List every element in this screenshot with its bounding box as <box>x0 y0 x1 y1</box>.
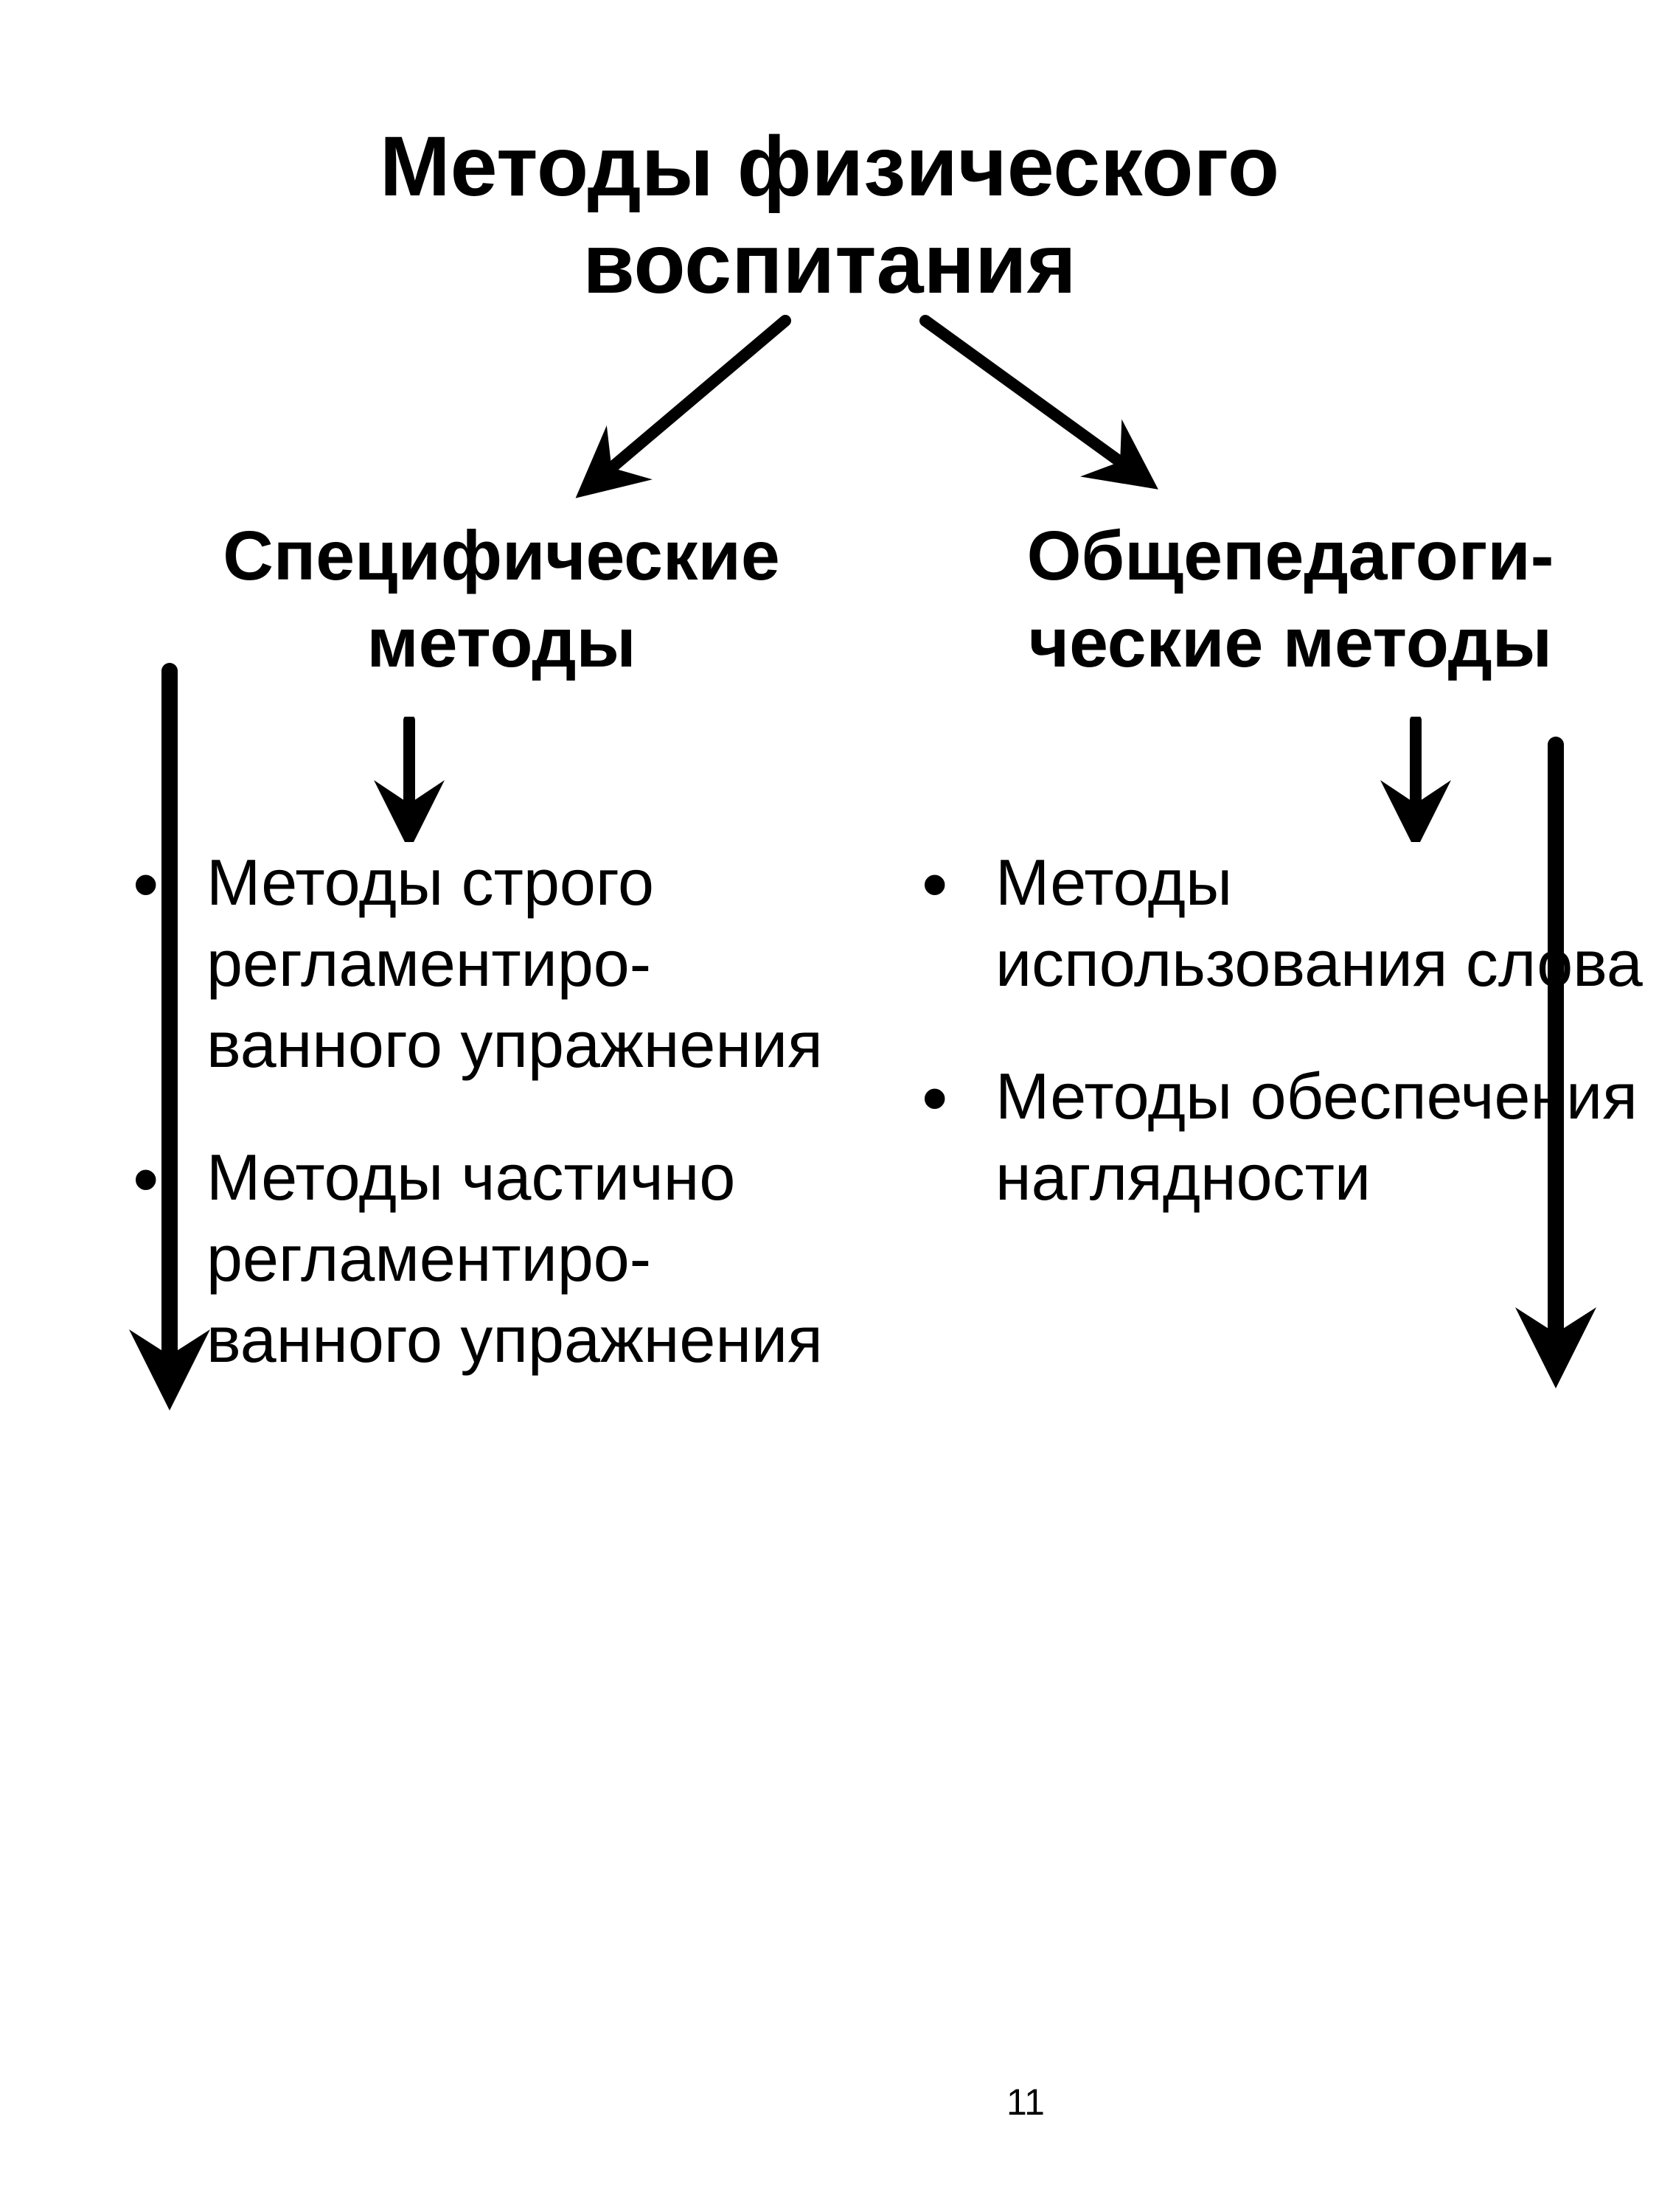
right-items: Методы использования слова Методы обеспе… <box>922 842 1659 1218</box>
slide: Методы физического воспитания Специфичес… <box>0 0 1659 2212</box>
arrow-to-right-branch <box>925 321 1139 476</box>
left-branch-down-arrow <box>133 717 870 842</box>
left-branch-title: Специфические методы <box>133 512 870 688</box>
left-item-1: Методы строго регламентиро-ванного упраж… <box>206 846 823 1081</box>
right-branch: Общепедагоги- ческие методы Методы испол… <box>922 512 1659 1433</box>
right-item-2: Методы обеспечения наглядности <box>995 1060 1638 1214</box>
left-branch-title-line-1: Специфические <box>223 517 780 595</box>
list-item: Методы частично регламентиро-ванного упр… <box>133 1137 870 1380</box>
left-branch-title-line-2: методы <box>366 604 636 682</box>
title-split-arrows <box>313 313 1346 505</box>
right-branch-down-arrow <box>922 717 1659 842</box>
page-number: 11 <box>1006 2081 1045 2124</box>
right-branch-title-line-1: Общепедагоги- <box>1027 517 1554 595</box>
title-line-2: воспитания <box>582 217 1077 311</box>
list-item: Методы использования слова <box>922 842 1659 1004</box>
page-title: Методы физического воспитания <box>88 118 1571 313</box>
list-item: Методы обеспечения наглядности <box>922 1056 1659 1218</box>
left-items: Методы строго регламентиро-ванного упраж… <box>133 842 870 1380</box>
title-line-1: Методы физического <box>380 119 1279 214</box>
arrow-to-left-branch <box>594 321 785 483</box>
right-branch-title: Общепедагоги- ческие методы <box>922 512 1659 688</box>
left-branch: Специфические методы Методы строго регла… <box>133 512 870 1433</box>
right-branch-title-line-2: ческие методы <box>1029 604 1552 682</box>
list-item: Методы строго регламентиро-ванного упраж… <box>133 842 870 1085</box>
left-item-2: Методы частично регламентиро-ванного упр… <box>206 1141 823 1376</box>
right-item-1: Методы использования слова <box>995 846 1643 1000</box>
branches-row: Специфические методы Методы строго регла… <box>88 512 1571 1433</box>
